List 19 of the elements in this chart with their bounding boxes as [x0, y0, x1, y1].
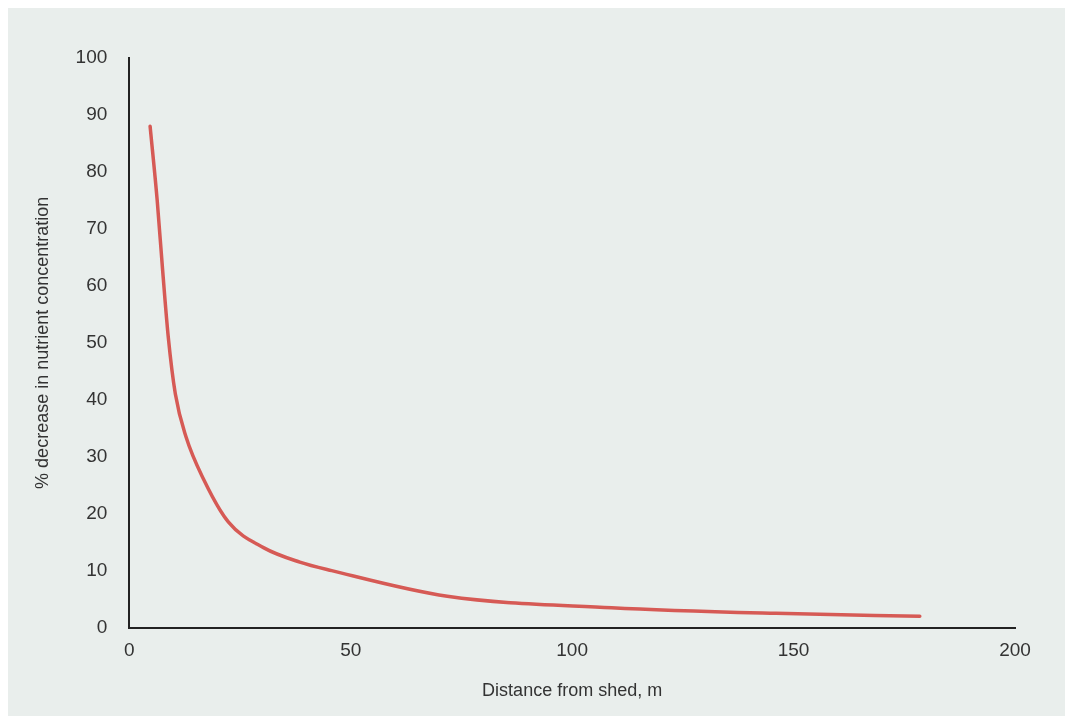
x-tick-label: 150 — [777, 639, 810, 661]
y-tick-label: 60 — [86, 274, 108, 296]
y-axis-title: % decrease in nutrient concentration — [31, 196, 52, 489]
y-tick-label: 100 — [75, 46, 108, 68]
line-series — [148, 124, 922, 618]
y-tick-label: 40 — [86, 387, 108, 409]
y-tick-label: 70 — [86, 217, 108, 239]
y-tick-label: 50 — [86, 331, 108, 353]
x-tick-label: 100 — [556, 639, 588, 661]
x-axis-title: Distance from shed, m — [482, 680, 663, 701]
y-tick-label: 80 — [86, 160, 108, 182]
y-tick-label: 20 — [86, 501, 108, 523]
x-tick-label: 0 — [124, 639, 135, 661]
y-tick-label: 30 — [86, 444, 108, 466]
x-tick-label: 50 — [340, 639, 362, 661]
x-tick-label: 200 — [999, 639, 1031, 661]
y-tick-label: 90 — [86, 103, 108, 125]
y-tick-label: 10 — [86, 558, 108, 580]
y-tick-label: 0 — [96, 615, 108, 637]
